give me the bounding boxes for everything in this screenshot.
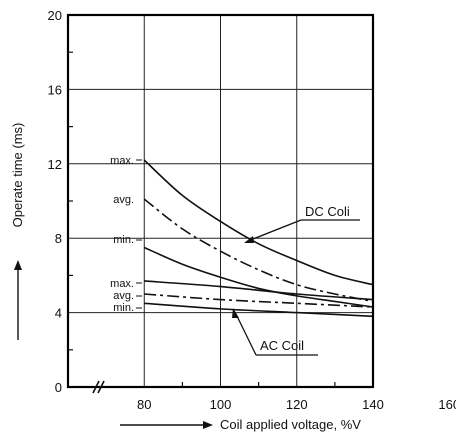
callout-dc-coil: DC Coli — [305, 204, 350, 219]
minor-ticks — [68, 51, 336, 387]
annot-ac-min: min. — [113, 302, 134, 314]
x-tick-label: 100 — [210, 397, 232, 412]
callout-ac-coil: AC Coil — [260, 338, 304, 353]
axis-break-icon — [92, 380, 105, 394]
annot-ac-avg: avg. — [113, 290, 134, 302]
x-tick-label: 80 — [137, 397, 151, 412]
grid-lines — [68, 15, 373, 387]
annot-dc-min: min. — [113, 234, 134, 246]
x-tick-label: 140 — [362, 397, 384, 412]
y-tick-label: 8 — [55, 231, 62, 246]
callout-dc-leader — [247, 219, 302, 242]
y-tick-label: 16 — [48, 82, 62, 97]
y-axis-title: Operate time (ms) — [10, 123, 25, 228]
x-tick-labels: 80 100 120 140 160 — [137, 397, 456, 412]
dc-coil-max-line — [143, 159, 374, 286]
y-tick-label: 20 — [48, 8, 62, 23]
ac-coil-min-line — [144, 302, 374, 318]
ac-coil-max-line — [144, 280, 374, 301]
y-direction-arrow-icon — [14, 260, 22, 340]
y-tick-label: 4 — [55, 306, 62, 321]
callout-dc-arrow-icon — [244, 236, 254, 243]
y-tick-labels: 0 4 8 12 16 20 — [48, 8, 62, 395]
annot-ac-max: max. — [110, 278, 134, 290]
callout-ac-leader — [234, 311, 257, 356]
y-tick-label: 12 — [48, 157, 62, 172]
x-tick-label: 160 — [438, 397, 456, 412]
x-direction-arrow-icon — [120, 421, 213, 429]
x-axis-title: Coil applied voltage, %V — [220, 417, 361, 432]
dc-coil-min-line — [143, 246, 374, 308]
series-group — [143, 159, 374, 318]
annot-dc-avg: avg. — [113, 194, 134, 206]
x-tick-label: 120 — [286, 397, 308, 412]
dc-coil-avg-line — [143, 198, 374, 303]
ac-coil-avg-line — [144, 293, 374, 308]
annot-dc-max: max. — [110, 155, 134, 167]
y-tick-label: 0 — [55, 380, 62, 395]
callout-ac-arrow-icon — [232, 308, 239, 318]
annotation-leaders — [136, 159, 142, 309]
